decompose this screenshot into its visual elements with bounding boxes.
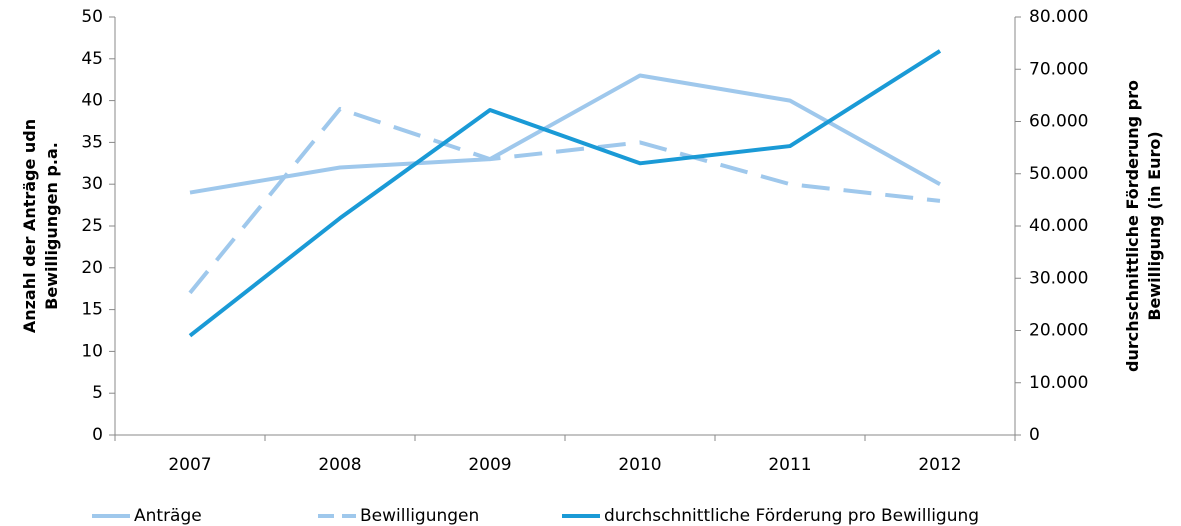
y-tick-label: 25: [81, 216, 103, 236]
y2-axis-title-line: Bewilligung (in Euro): [1145, 131, 1164, 320]
series-line: [188, 49, 942, 338]
x-tick-label: 2007: [168, 455, 211, 475]
x-tick-label: 2011: [768, 455, 811, 475]
x-tick-label: 2008: [318, 455, 361, 475]
y2-axis-title-line: durchschnittliche Förderung pro: [1123, 80, 1142, 372]
y2-axis-title: durchschnittliche Förderung pro Bewilligu…: [1123, 80, 1164, 372]
legend-label: Anträge: [134, 506, 202, 526]
series-line: [188, 106, 941, 295]
y2-tick-label: 0: [1029, 425, 1040, 445]
y-tick-label: 10: [81, 341, 103, 361]
y-axis-title-line: Anzahl der Anträge udn: [20, 119, 39, 333]
y2-tick-label: 10.000: [1029, 373, 1088, 393]
y-axis-title: Anzahl der Anträge udn Bewilligungen p.a.: [20, 119, 61, 333]
y2-tick-label: 30.000: [1029, 268, 1088, 288]
y2-tick-label: 80.000: [1029, 7, 1088, 27]
x-tick-label: 2009: [468, 455, 511, 475]
legend-label: Bewilligungen: [360, 506, 479, 526]
y2-tick-label: 50.000: [1029, 164, 1088, 184]
x-tick-label: 2010: [618, 455, 661, 475]
y-tick-label: 45: [81, 49, 103, 69]
y-tick-label: 30: [81, 174, 103, 194]
y2-tick-label: 40.000: [1029, 216, 1088, 236]
y-tick-label: 40: [81, 91, 103, 111]
x-tick-label: 2012: [918, 455, 961, 475]
y-tick-label: 15: [81, 300, 103, 320]
series-line: [189, 73, 941, 195]
legend-label: durchschnittliche Förderung pro Bewillig…: [604, 506, 979, 526]
y-tick-label: 0: [92, 425, 103, 445]
y2-tick-label: 60.000: [1029, 112, 1088, 132]
y-tick-label: 50: [81, 7, 103, 27]
y-axis-title-line: Bewilligungen p.a.: [42, 142, 61, 310]
y2-tick-label: 70.000: [1029, 59, 1088, 79]
y-tick-label: 5: [92, 383, 103, 403]
y2-tick-label: 20.000: [1029, 321, 1088, 341]
y-tick-label: 20: [81, 258, 103, 278]
y-tick-label: 35: [81, 132, 103, 152]
